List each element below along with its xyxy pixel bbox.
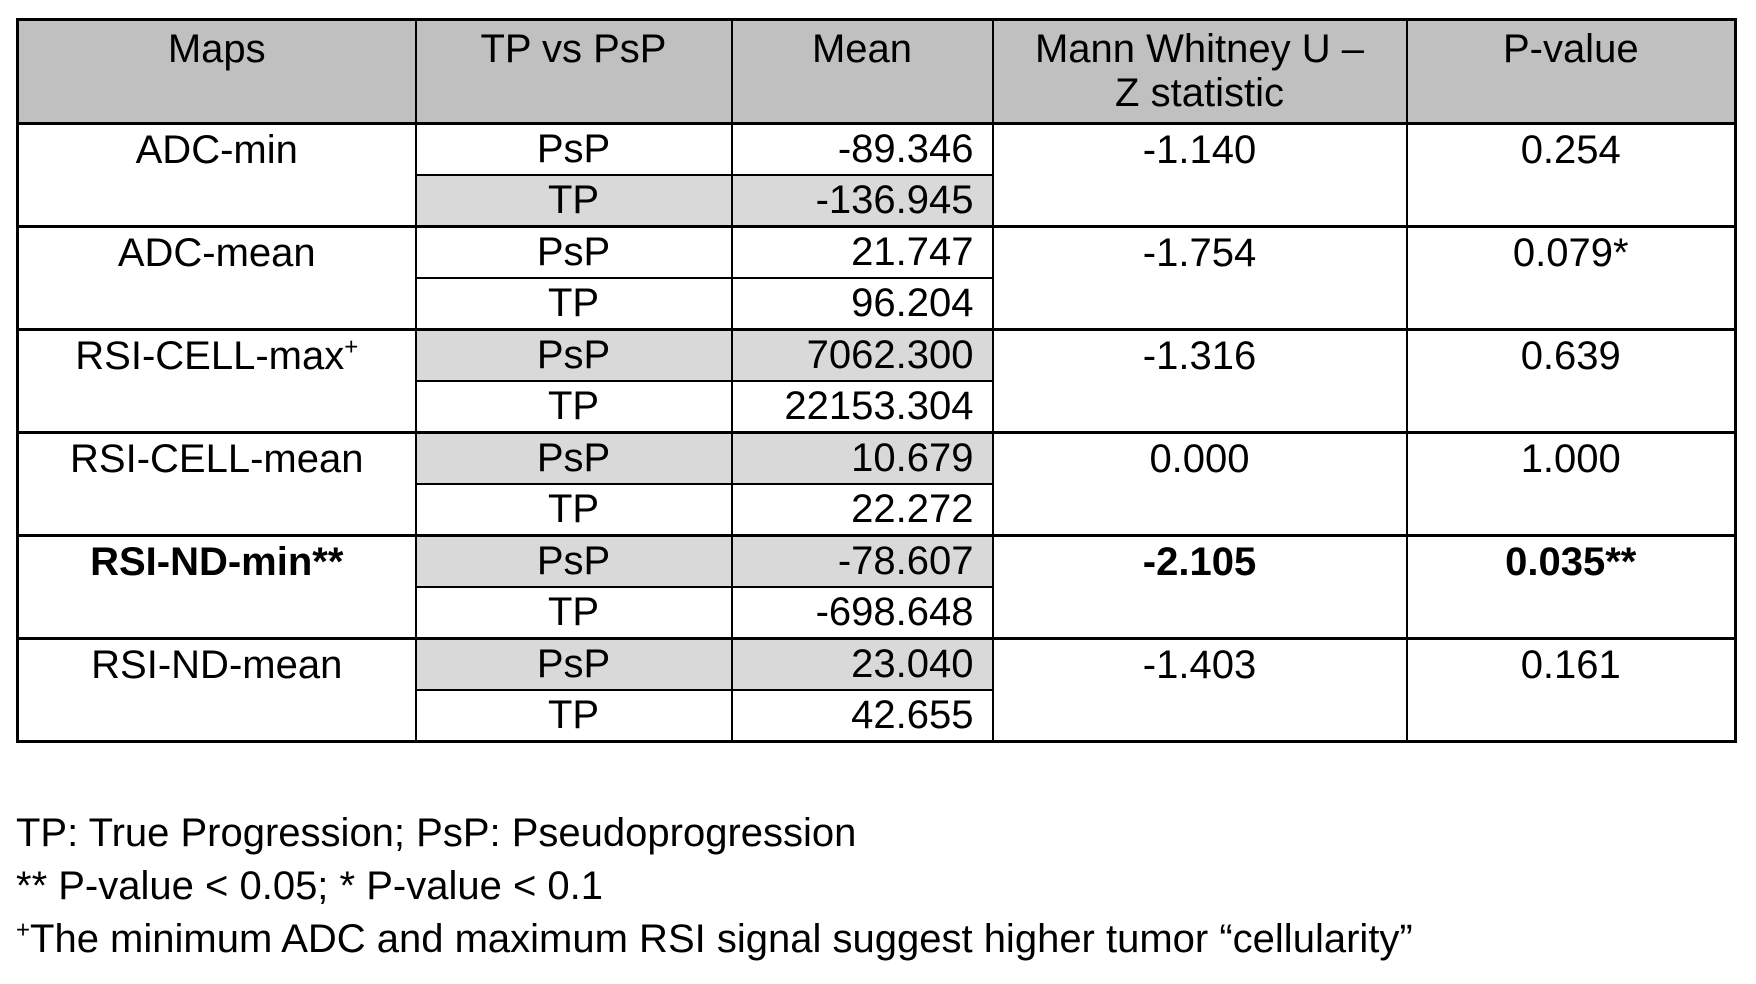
z-statistic-cell: -2.105 bbox=[991, 534, 1408, 640]
map-name-cell: ADC-min bbox=[16, 122, 417, 228]
header-cell-p-value: P-value bbox=[1405, 18, 1737, 125]
footnote-text: TP: True Progression; PsP: Pseudoprogres… bbox=[16, 811, 857, 855]
results-table-container: Maps TP vs PsP Mean Mann Whitney U – Z stati… bbox=[16, 18, 1737, 743]
footnote-line: +The minimum ADC and maximum RSI signal … bbox=[16, 913, 1413, 966]
map-name: RSI-CELL-max bbox=[75, 334, 345, 378]
group-label-cell: PsP bbox=[414, 122, 733, 176]
footnote-text: The minimum ADC and maximum RSI signal s… bbox=[30, 917, 1413, 961]
p-value-cell: 1.000 bbox=[1405, 431, 1737, 537]
mean-value-cell: 22.272 bbox=[730, 483, 994, 537]
header-label: Maps bbox=[167, 27, 266, 71]
group-label-cell: TP bbox=[414, 380, 733, 434]
map-name: RSI-ND-min** bbox=[90, 540, 344, 584]
footnote-text: ** P-value < 0.05; * P-value < 0.1 bbox=[16, 864, 604, 908]
header-cell-mann-whitney-z: Mann Whitney U – Z statistic bbox=[991, 18, 1408, 125]
map-name: ADC-min bbox=[135, 128, 298, 172]
header-label: Mann Whitney U – bbox=[1034, 27, 1365, 71]
table-row: TP 22153.304 bbox=[18, 380, 1736, 434]
table-row: TP 22.272 bbox=[18, 483, 1736, 537]
map-name-cell: RSI-ND-min** bbox=[16, 534, 417, 640]
mean-value-cell: 22153.304 bbox=[730, 380, 994, 434]
group-label-cell: TP bbox=[414, 483, 733, 537]
mean-value-cell: 10.679 bbox=[730, 431, 994, 485]
z-statistic-cell: -1.140 bbox=[991, 122, 1408, 228]
map-name: ADC-mean bbox=[117, 231, 316, 275]
group-label-cell: TP bbox=[414, 277, 733, 331]
table-row: TP -698.648 bbox=[18, 586, 1736, 640]
mean-value-cell: -78.607 bbox=[730, 534, 994, 588]
table-row: TP 42.655 bbox=[18, 689, 1736, 743]
group-label-cell: PsP bbox=[414, 328, 733, 382]
mean-value-cell: 7062.300 bbox=[730, 328, 994, 382]
map-name-cell: RSI-CELL-max+ bbox=[16, 328, 417, 434]
group-label-cell: PsP bbox=[414, 225, 733, 279]
mean-value-cell: 96.204 bbox=[730, 277, 994, 331]
map-name-cell: ADC-mean bbox=[16, 225, 417, 331]
p-value-cell: 0.639 bbox=[1405, 328, 1737, 434]
header-label: TP vs PsP bbox=[480, 27, 667, 71]
z-statistic-cell: -1.316 bbox=[991, 328, 1408, 434]
p-value-cell: 0.254 bbox=[1405, 122, 1737, 228]
footnote-line: TP: True Progression; PsP: Pseudoprogres… bbox=[16, 807, 1413, 860]
mean-value-cell: -89.346 bbox=[730, 122, 994, 176]
group-label-cell: PsP bbox=[414, 431, 733, 485]
mean-value-cell: -136.945 bbox=[730, 174, 994, 228]
header-label: Z statistic bbox=[1115, 71, 1284, 115]
map-name-superscript: + bbox=[344, 333, 359, 361]
map-name-cell: RSI-ND-mean bbox=[16, 637, 417, 743]
table-row: RSI-ND-min** PsP -78.607 -2.105 0.035** bbox=[16, 534, 1737, 640]
p-value-cell: 0.079* bbox=[1405, 225, 1737, 331]
table-row: RSI-CELL-mean PsP 10.679 0.000 1.000 bbox=[16, 431, 1737, 537]
mean-value-cell: -698.648 bbox=[730, 586, 994, 640]
table-row: ADC-min PsP -89.346 -1.140 0.254 bbox=[16, 122, 1737, 228]
header-cell-tp-vs-psp: TP vs PsP bbox=[414, 18, 733, 125]
header-cell-mean: Mean bbox=[730, 18, 994, 125]
map-name-cell: RSI-CELL-mean bbox=[16, 431, 417, 537]
footnote-superscript: + bbox=[16, 916, 31, 944]
table-row: TP 96.204 bbox=[18, 277, 1736, 331]
group-label-cell: PsP bbox=[414, 637, 733, 691]
group-label-cell: TP bbox=[414, 586, 733, 640]
z-statistic-cell: -1.403 bbox=[991, 637, 1408, 743]
group-label-cell: TP bbox=[414, 689, 733, 743]
header-label: P-value bbox=[1502, 27, 1639, 71]
z-statistic-cell: 0.000 bbox=[991, 431, 1408, 537]
table-row: RSI-CELL-max+ PsP 7062.300 -1.316 0.639 bbox=[16, 328, 1737, 434]
results-table: Maps TP vs PsP Mean Mann Whitney U – Z stati… bbox=[16, 18, 1737, 743]
mean-value-cell: 23.040 bbox=[730, 637, 994, 691]
map-name: RSI-ND-mean bbox=[91, 643, 343, 687]
group-label-cell: PsP bbox=[414, 534, 733, 588]
header-row: Maps TP vs PsP Mean Mann Whitney U – Z stati… bbox=[16, 18, 1737, 125]
p-value-cell: 0.161 bbox=[1405, 637, 1737, 743]
header-cell-maps: Maps bbox=[16, 18, 417, 125]
p-value-cell: 0.035** bbox=[1405, 534, 1737, 640]
footnotes: TP: True Progression; PsP: Pseudoprogres… bbox=[16, 807, 1413, 966]
table-row: TP -136.945 bbox=[18, 174, 1736, 228]
table-row: RSI-ND-mean PsP 23.040 -1.403 0.161 bbox=[16, 637, 1737, 743]
table-row: ADC-mean PsP 21.747 -1.754 0.079* bbox=[16, 225, 1737, 331]
footnote-line: ** P-value < 0.05; * P-value < 0.1 bbox=[16, 860, 1413, 913]
header-label: Mean bbox=[811, 27, 913, 71]
mean-value-cell: 42.655 bbox=[730, 689, 994, 743]
z-statistic-cell: -1.754 bbox=[991, 225, 1408, 331]
mean-value-cell: 21.747 bbox=[730, 225, 994, 279]
group-label-cell: TP bbox=[414, 174, 733, 228]
map-name: RSI-CELL-mean bbox=[70, 437, 364, 481]
